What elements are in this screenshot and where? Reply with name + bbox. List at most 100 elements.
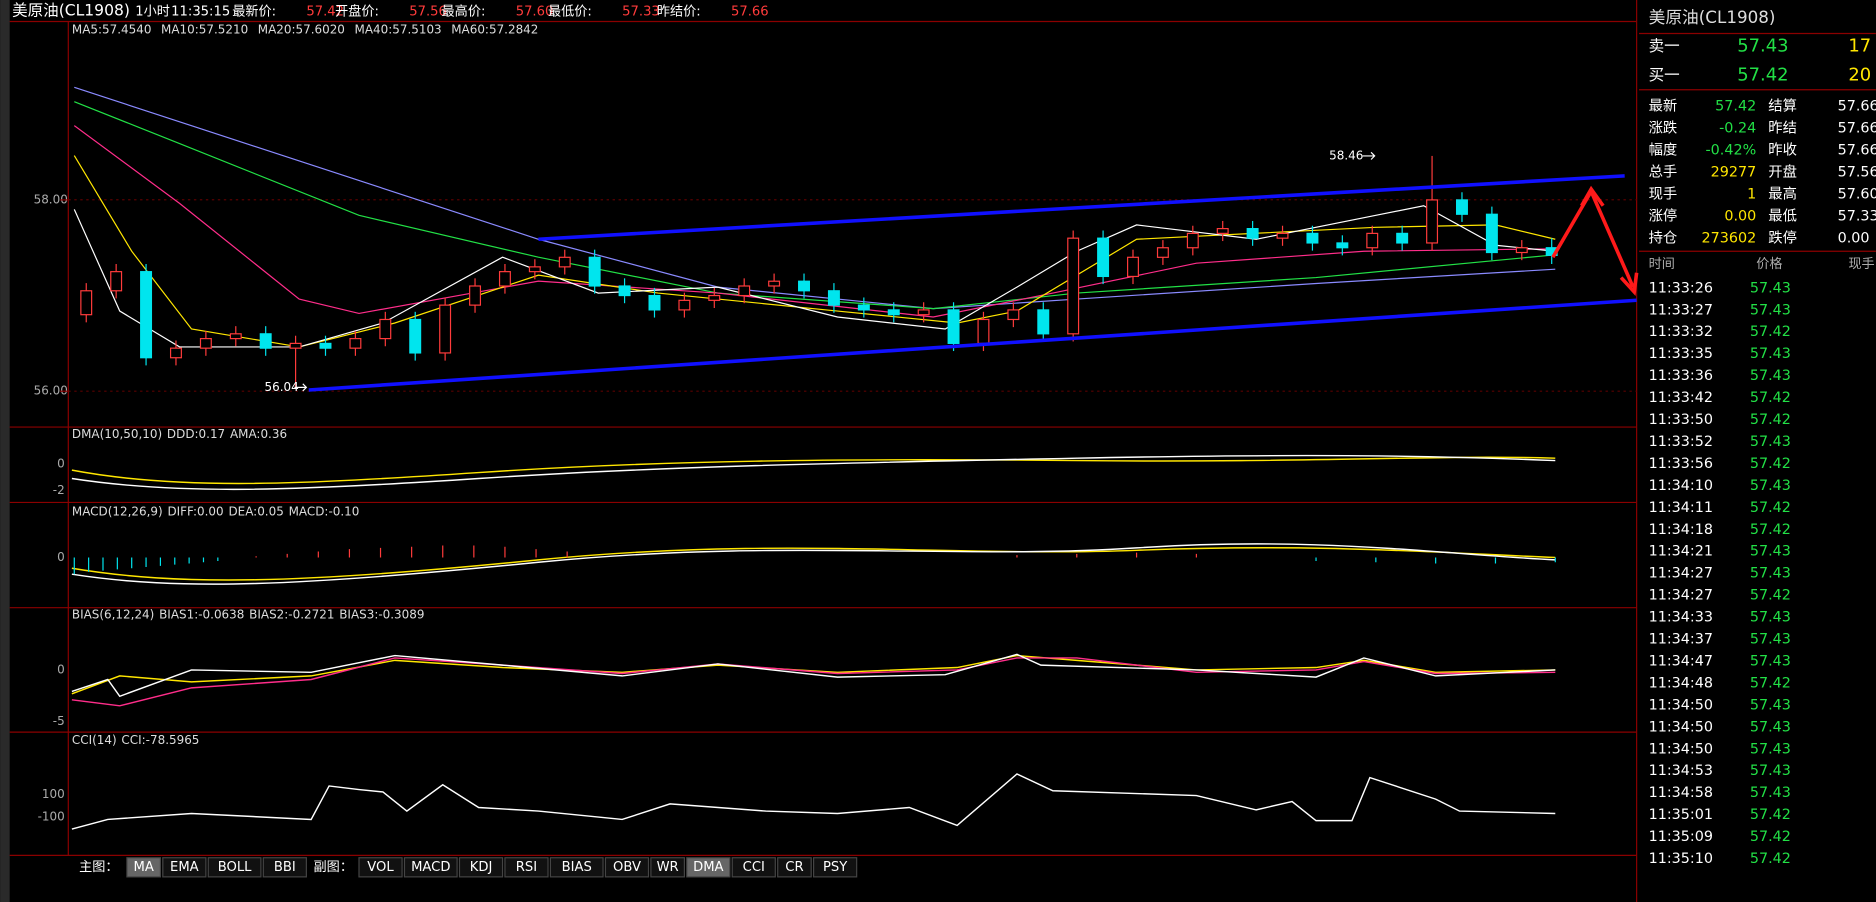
stat-value: 57.56 [1838, 165, 1876, 181]
tick-time: 11:35:10 [1649, 851, 1713, 867]
tab[interactable] [207, 857, 262, 878]
tab[interactable] [731, 857, 776, 878]
stat-label: 跌停 [1768, 230, 1797, 247]
indicator-legend: DMA(10,50,10) [72, 427, 162, 441]
candle-body [1515, 247, 1528, 254]
tick-price: 57.43 [1750, 610, 1791, 626]
left-strip [0, 0, 10, 902]
tick-price: 57.42 [1750, 390, 1791, 406]
tick-time: 11:33:27 [1649, 302, 1713, 318]
candle-body [349, 338, 362, 349]
field-label: 最新价: [232, 3, 276, 19]
tab-text: CCI [743, 860, 765, 875]
tick-time: 11:34:37 [1649, 632, 1713, 648]
indicator-tick: 0 [57, 550, 65, 564]
tick-time: 11:33:26 [1649, 280, 1713, 296]
tick-time: 11:34:48 [1649, 675, 1713, 691]
indicator-legend: MACD:-0.10 [289, 505, 360, 519]
annotation: 58.46 [1329, 148, 1363, 162]
candle-body [259, 333, 272, 349]
ma-legend: MA10:57.5210 [161, 22, 248, 36]
tab-text: RSI [516, 860, 537, 875]
candle-body [1037, 309, 1050, 335]
stat-label: 昨结 [1768, 119, 1797, 136]
quote-price: 57.42 [1737, 64, 1788, 85]
stat-label: 总手 [1649, 164, 1678, 181]
stat-value: 57.66 [1838, 98, 1876, 114]
tab[interactable] [812, 857, 858, 878]
tick-price: 57.42 [1750, 324, 1791, 340]
tab[interactable] [458, 857, 504, 878]
tab[interactable] [162, 857, 207, 878]
tick-price: 57.42 [1750, 500, 1791, 516]
field-label: 开盘价: [335, 2, 379, 19]
tab-text: CR [785, 860, 803, 875]
candle-body [528, 266, 541, 273]
tab[interactable] [262, 857, 307, 878]
candle-body [678, 299, 691, 311]
indicator-tick: -100 [38, 810, 65, 824]
candle-body [229, 333, 242, 340]
tab[interactable] [504, 857, 549, 878]
tick-time: 11:34:11 [1649, 500, 1713, 516]
candle-body [887, 309, 900, 316]
candle-body [80, 290, 93, 316]
candle-body [768, 280, 781, 287]
tab[interactable] [686, 857, 731, 878]
field-value: 57.60 [516, 4, 554, 19]
candle-body [1306, 232, 1319, 244]
indicator-legend: BIAS3:-0.3089 [339, 607, 424, 621]
tick-time: 11:34:27 [1649, 566, 1713, 582]
tick-time: 11:34:18 [1649, 522, 1713, 538]
candle-body [199, 338, 212, 349]
tick-price: 57.43 [1750, 741, 1791, 757]
time: 11:35:15 [171, 4, 230, 19]
candle-body [1336, 242, 1349, 249]
tab[interactable] [358, 857, 403, 878]
tick-price: 57.42 [1750, 522, 1791, 538]
symbol: 美原油(CL1908) [12, 1, 130, 19]
candle-body [618, 285, 631, 297]
tick-header: 价格 [1756, 256, 1782, 272]
tab[interactable] [650, 857, 685, 878]
tick-time: 11:34:50 [1649, 741, 1713, 757]
tick-price: 57.43 [1750, 368, 1791, 384]
tab-text: MA [134, 860, 154, 875]
channel-lines [308, 174, 1637, 392]
tick-price: 57.43 [1750, 544, 1791, 560]
quote-volume: 20 [1848, 64, 1871, 85]
tick-time: 11:34:58 [1649, 785, 1713, 801]
tab[interactable] [403, 857, 458, 878]
tab[interactable] [777, 857, 812, 878]
stat-label: 最低 [1768, 208, 1797, 225]
candle-body [977, 318, 990, 344]
tab-text: BBI [274, 860, 296, 875]
tick-time: 11:34:50 [1649, 697, 1713, 713]
tick-time: 11:34:27 [1649, 588, 1713, 604]
tab[interactable] [604, 857, 650, 878]
candle-body [857, 304, 870, 311]
stat-value: 1 [1747, 187, 1756, 203]
indicator-legend: BIAS1:-0.0638 [159, 607, 244, 621]
candle-body [140, 271, 153, 359]
indicator-tick: -5 [53, 714, 65, 728]
tab[interactable] [549, 857, 604, 878]
quote-label: 买一 [1649, 66, 1680, 84]
stat-label: 持仓 [1649, 230, 1678, 247]
stat-value: 57.42 [1715, 98, 1756, 114]
stat-value: -0.24 [1719, 120, 1756, 136]
quote-title: 美原油(CL1908) [1649, 7, 1776, 27]
stat-label: 涨跌 [1649, 119, 1678, 136]
tick-price: 57.42 [1750, 588, 1791, 604]
annotation: 56.04 [264, 380, 298, 394]
tab[interactable] [126, 857, 162, 878]
candle-body [917, 309, 930, 316]
stat-value: 0.00 [1838, 231, 1870, 247]
candle-body [469, 285, 482, 306]
candle-body [1156, 247, 1169, 258]
indicator-legend: MACD(12,26,9) [72, 505, 163, 519]
tick-header: 时间 [1649, 256, 1675, 272]
tab-text: DMA [693, 860, 723, 875]
indicator-legend: CCI(14) [72, 733, 117, 747]
tab-text: BIAS [562, 860, 592, 875]
